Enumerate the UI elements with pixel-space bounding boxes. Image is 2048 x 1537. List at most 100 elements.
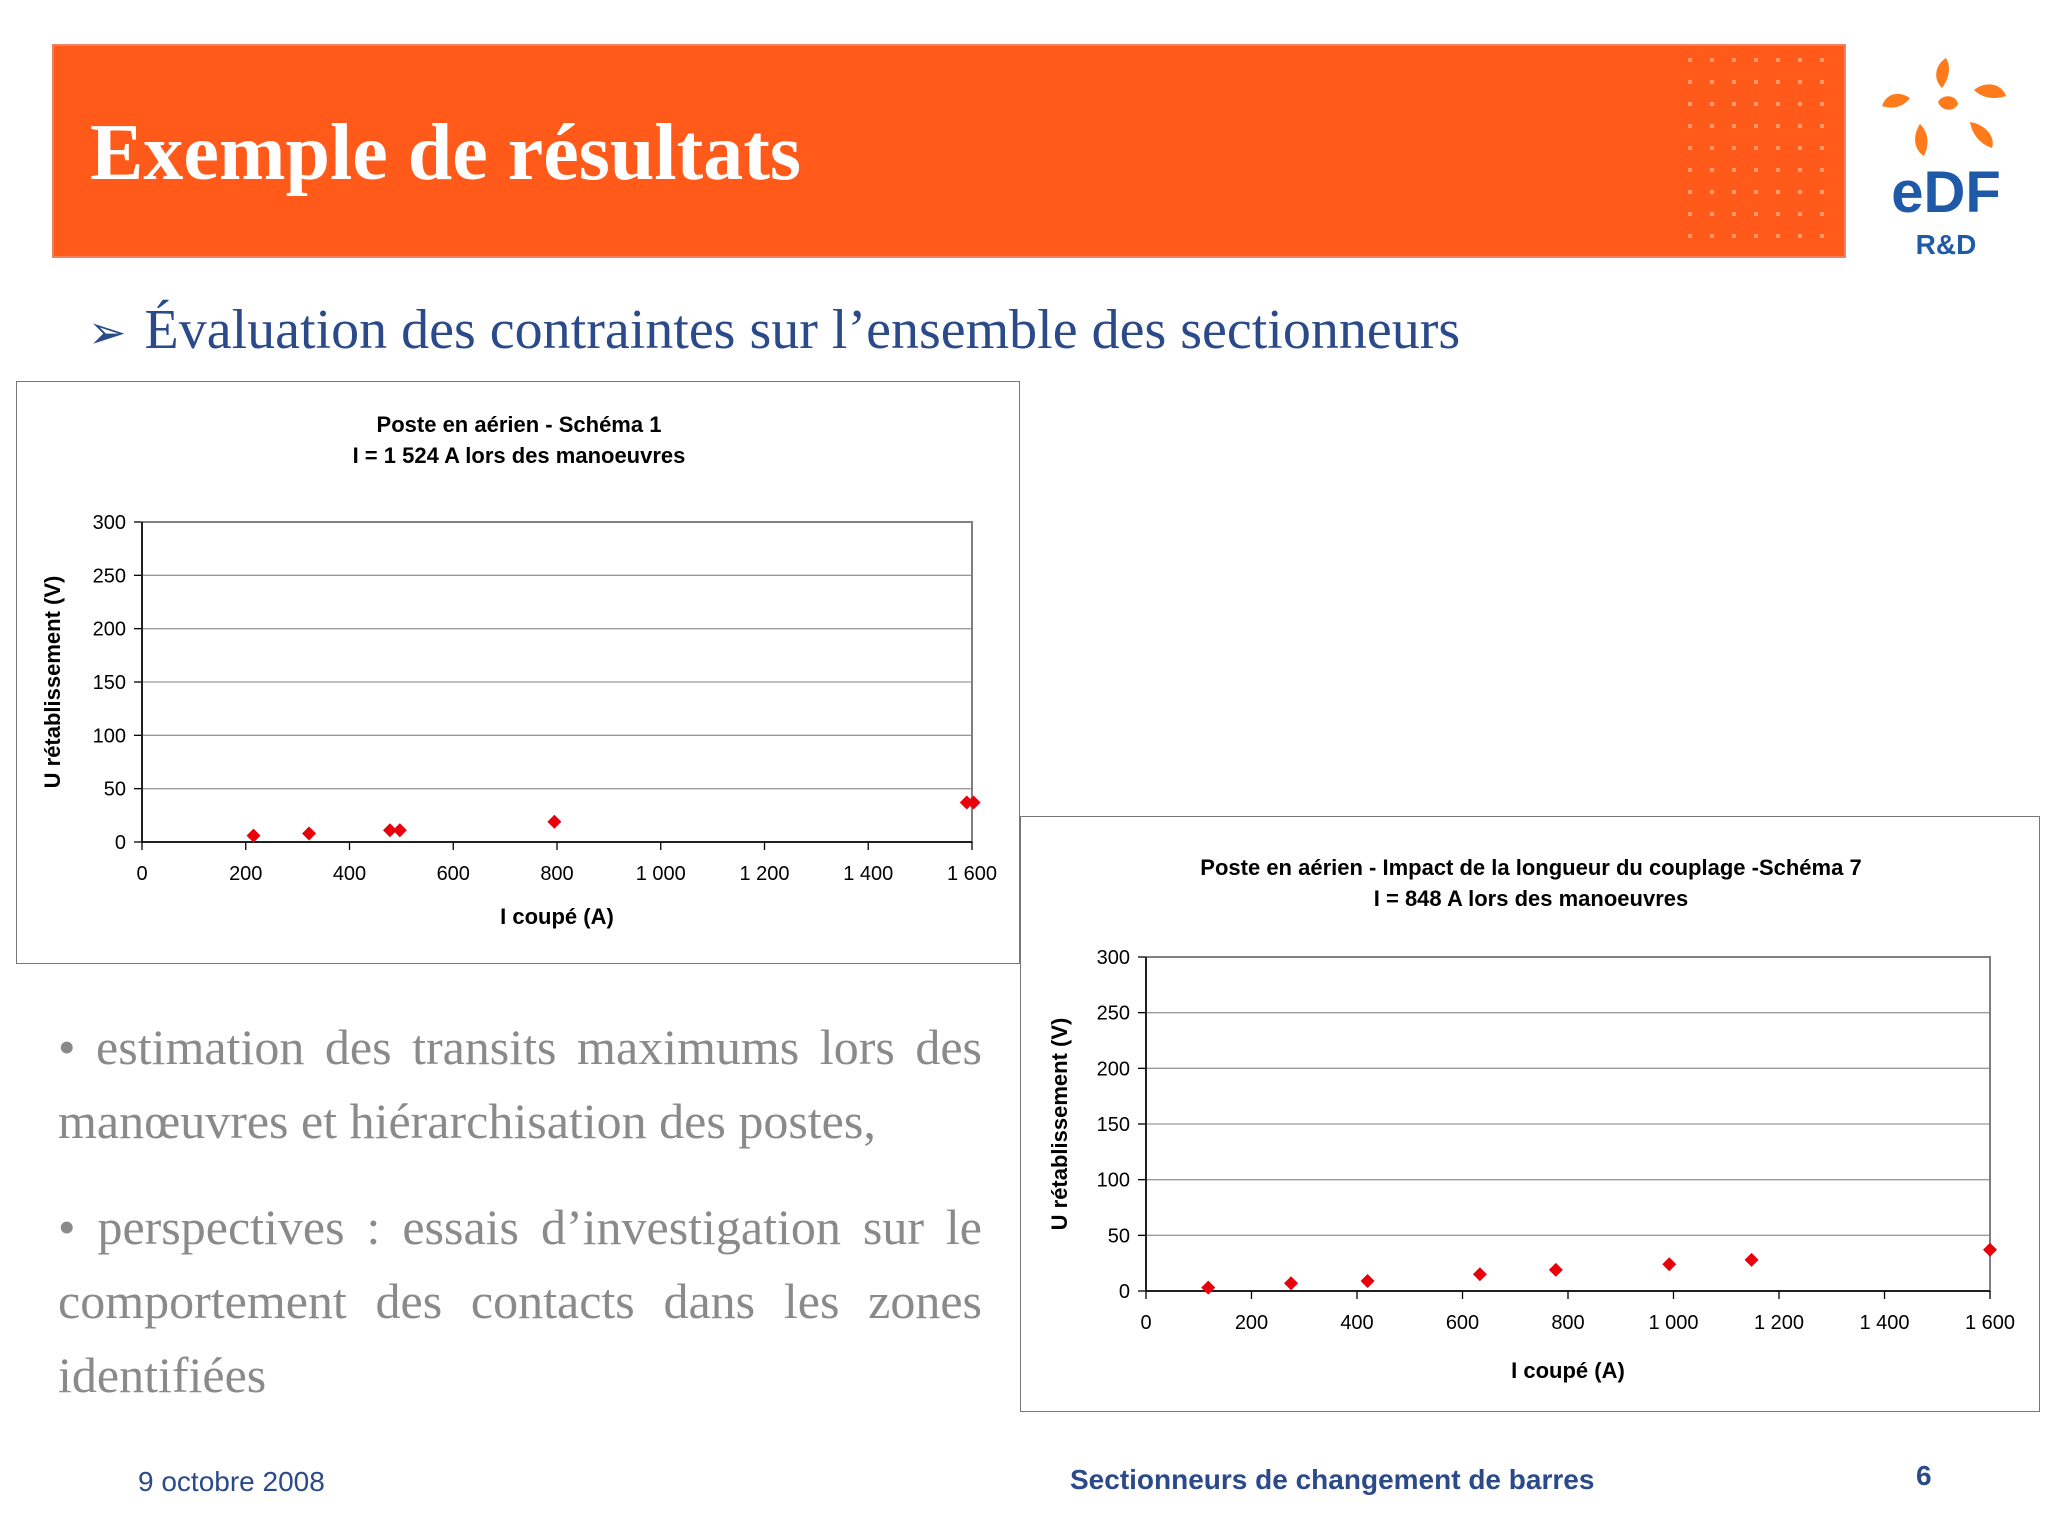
data-point bbox=[1662, 1257, 1677, 1272]
banner-dot bbox=[1710, 58, 1714, 62]
bullet-item-2: • perspectives : essais d’investigation … bbox=[58, 1199, 982, 1403]
banner-dot bbox=[1688, 102, 1692, 106]
banner-dot bbox=[1688, 234, 1692, 238]
y-tick-label: 250 bbox=[93, 565, 126, 587]
y-tick-label: 0 bbox=[115, 832, 126, 854]
page-number: 6 bbox=[1916, 1460, 1932, 1491]
y-tick-label: 200 bbox=[93, 619, 126, 641]
x-tick-label: 200 bbox=[229, 863, 262, 885]
y-tick-label: 150 bbox=[1097, 1114, 1130, 1136]
banner-dot bbox=[1732, 212, 1736, 216]
chart-subtitle: I = 1 524 A lors des manoeuvres bbox=[353, 443, 686, 468]
banner-dot bbox=[1798, 124, 1802, 128]
data-point bbox=[302, 826, 317, 841]
banner-dot bbox=[1776, 124, 1780, 128]
chart-schema-7: Poste en aérien - Impact de la longueur … bbox=[1020, 816, 2040, 1412]
banner-dot bbox=[1688, 190, 1692, 194]
x-tick-label: 600 bbox=[437, 863, 470, 885]
x-tick-label: 800 bbox=[540, 863, 573, 885]
banner-dot bbox=[1688, 168, 1692, 172]
x-tick-label: 1 600 bbox=[1965, 1312, 2015, 1334]
x-tick-label: 1 000 bbox=[1648, 1312, 1698, 1334]
banner-dot bbox=[1798, 168, 1802, 172]
banner-dot bbox=[1798, 190, 1802, 194]
y-axis-label: U rétablissement (V) bbox=[1047, 1018, 1072, 1231]
data-point bbox=[1548, 1262, 1563, 1277]
x-tick-label: 1 000 bbox=[636, 863, 686, 885]
y-tick-label: 100 bbox=[1097, 1170, 1130, 1192]
banner-dot bbox=[1732, 102, 1736, 106]
data-point bbox=[547, 814, 562, 829]
y-tick-label: 250 bbox=[1097, 1003, 1130, 1025]
chart-schema-7-svg: Poste en aérien - Impact de la longueur … bbox=[1047, 855, 2015, 1383]
data-point bbox=[1284, 1276, 1299, 1291]
x-tick-label: 0 bbox=[1140, 1312, 1151, 1334]
footer-title: Sectionneurs de changement de barres bbox=[1070, 1464, 1595, 1495]
footer-date: 9 octobre 2008 bbox=[138, 1466, 325, 1497]
banner-dot bbox=[1688, 58, 1692, 62]
banner-dot bbox=[1776, 80, 1780, 84]
banner-dot bbox=[1776, 212, 1780, 216]
banner-dot bbox=[1754, 234, 1758, 238]
banner-dot-pattern bbox=[1688, 58, 1824, 238]
y-tick-label: 300 bbox=[93, 512, 126, 534]
banner-dot bbox=[1776, 190, 1780, 194]
banner-dot bbox=[1710, 146, 1714, 150]
banner-dot bbox=[1776, 58, 1780, 62]
chart-subtitle: I = 848 A lors des manoeuvres bbox=[1374, 886, 1688, 911]
x-tick-label: 1 200 bbox=[1754, 1312, 1804, 1334]
x-tick-label: 0 bbox=[136, 863, 147, 885]
edf-logo: eDF R&D bbox=[1882, 58, 2006, 260]
chart-title: Poste en aérien - Impact de la longueur … bbox=[1200, 855, 1861, 880]
x-tick-label: 1 400 bbox=[1859, 1312, 1909, 1334]
chart-schema-1: Poste en aérien - Schéma 1 I = 1 524 A lo… bbox=[16, 381, 1020, 964]
x-tick-label: 1 200 bbox=[739, 863, 789, 885]
banner-dot bbox=[1732, 168, 1736, 172]
x-tick-label: 1 600 bbox=[947, 863, 997, 885]
banner-dot bbox=[1776, 146, 1780, 150]
banner-dot bbox=[1776, 168, 1780, 172]
y-axis-label: U rétablissement (V) bbox=[40, 576, 65, 789]
banner-dot bbox=[1820, 168, 1824, 172]
banner-dot bbox=[1776, 234, 1780, 238]
banner-dot bbox=[1754, 212, 1758, 216]
x-tick-label: 1 400 bbox=[843, 863, 893, 885]
banner-dot bbox=[1732, 124, 1736, 128]
banner-dot bbox=[1710, 168, 1714, 172]
banner-dot bbox=[1820, 124, 1824, 128]
banner-dot bbox=[1820, 58, 1824, 62]
section-heading-text: Évaluation des contraintes sur l’ensembl… bbox=[144, 299, 1461, 361]
section-heading: ➢ Évaluation des contraintes sur l’ensemb… bbox=[88, 298, 1460, 362]
banner-dot bbox=[1820, 80, 1824, 84]
banner-dot bbox=[1820, 212, 1824, 216]
banner-dot bbox=[1820, 146, 1824, 150]
bullet-list: • estimation des transits maximums lors … bbox=[58, 1010, 982, 1444]
banner-dot bbox=[1710, 124, 1714, 128]
chart-schema-1-svg: Poste en aérien - Schéma 1 I = 1 524 A lo… bbox=[40, 412, 997, 929]
banner-dot bbox=[1754, 124, 1758, 128]
data-point bbox=[1472, 1267, 1487, 1282]
banner-dot bbox=[1732, 146, 1736, 150]
x-axis-label: I coupé (A) bbox=[1511, 1358, 1625, 1383]
data-point bbox=[1360, 1273, 1375, 1288]
slide-title: Exemple de résultats bbox=[90, 109, 802, 197]
banner-dot bbox=[1732, 58, 1736, 62]
banner-dot bbox=[1798, 80, 1802, 84]
data-point bbox=[1744, 1252, 1759, 1267]
x-axis-label: I coupé (A) bbox=[500, 904, 614, 929]
banner-dot bbox=[1798, 102, 1802, 106]
x-tick-label: 800 bbox=[1551, 1312, 1584, 1334]
banner-dot bbox=[1754, 58, 1758, 62]
banner-dot bbox=[1798, 146, 1802, 150]
banner-dot bbox=[1820, 190, 1824, 194]
banner-dot bbox=[1732, 190, 1736, 194]
banner-dot bbox=[1754, 146, 1758, 150]
banner-dot bbox=[1820, 234, 1824, 238]
y-tick-label: 300 bbox=[1097, 947, 1130, 969]
title-banner: Exemple de résultats bbox=[52, 44, 1846, 258]
edf-sun-icon bbox=[1882, 58, 2006, 156]
data-point bbox=[392, 823, 407, 838]
y-tick-label: 200 bbox=[1097, 1058, 1130, 1080]
banner-dot bbox=[1754, 190, 1758, 194]
logo-sub: R&D bbox=[1916, 229, 1977, 260]
